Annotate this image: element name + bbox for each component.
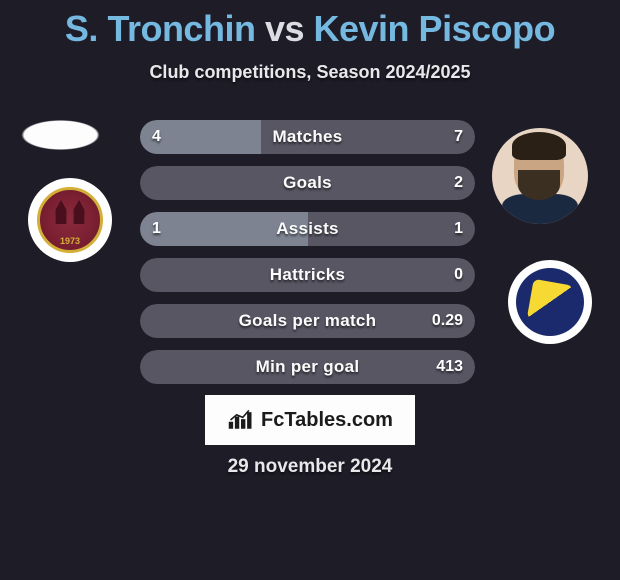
stat-label: Matches — [140, 120, 475, 154]
stat-value-right: 1 — [454, 212, 463, 246]
player2-club-badge — [508, 260, 592, 344]
stat-row: Goals per match0.29 — [140, 304, 475, 338]
stat-value-right: 2 — [454, 166, 463, 200]
stat-label: Goals per match — [140, 304, 475, 338]
fctables-label: FcTables.com — [261, 409, 393, 432]
stat-label: Goals — [140, 166, 475, 200]
subtitle: Club competitions, Season 2024/2025 — [0, 62, 620, 83]
stat-row: 1Assists1 — [140, 212, 475, 246]
stat-row: Hattricks0 — [140, 258, 475, 292]
stat-label: Assists — [140, 212, 475, 246]
player1-club-badge: 1973 — [28, 178, 112, 262]
comparison-title: S. Tronchin vs Kevin Piscopo — [0, 0, 620, 50]
cittadella-badge: 1973 — [37, 187, 103, 253]
stat-row: Goals2 — [140, 166, 475, 200]
fctables-watermark: FcTables.com — [205, 395, 415, 445]
stats-panel: 4Matches7 Goals2 1Assists1 Hattricks0 Goals … — [140, 120, 475, 396]
stat-value-right: 0 — [454, 258, 463, 292]
club-year: 1973 — [40, 236, 100, 246]
player2-avatar — [492, 128, 588, 224]
juve-stabia-badge — [516, 268, 584, 336]
player1-avatar — [8, 95, 113, 175]
stat-label: Min per goal — [140, 350, 475, 384]
bars-icon — [227, 408, 255, 432]
stat-value-right: 7 — [454, 120, 463, 154]
stat-value-right: 413 — [436, 350, 463, 384]
stat-row: Min per goal413 — [140, 350, 475, 384]
snapshot-date: 29 november 2024 — [0, 456, 620, 478]
stat-label: Hattricks — [140, 258, 475, 292]
stat-value-right: 0.29 — [432, 304, 463, 338]
player2-name: Kevin Piscopo — [314, 8, 556, 49]
vs-label: vs — [265, 8, 304, 49]
player1-name: S. Tronchin — [65, 8, 256, 49]
stat-row: 4Matches7 — [140, 120, 475, 154]
